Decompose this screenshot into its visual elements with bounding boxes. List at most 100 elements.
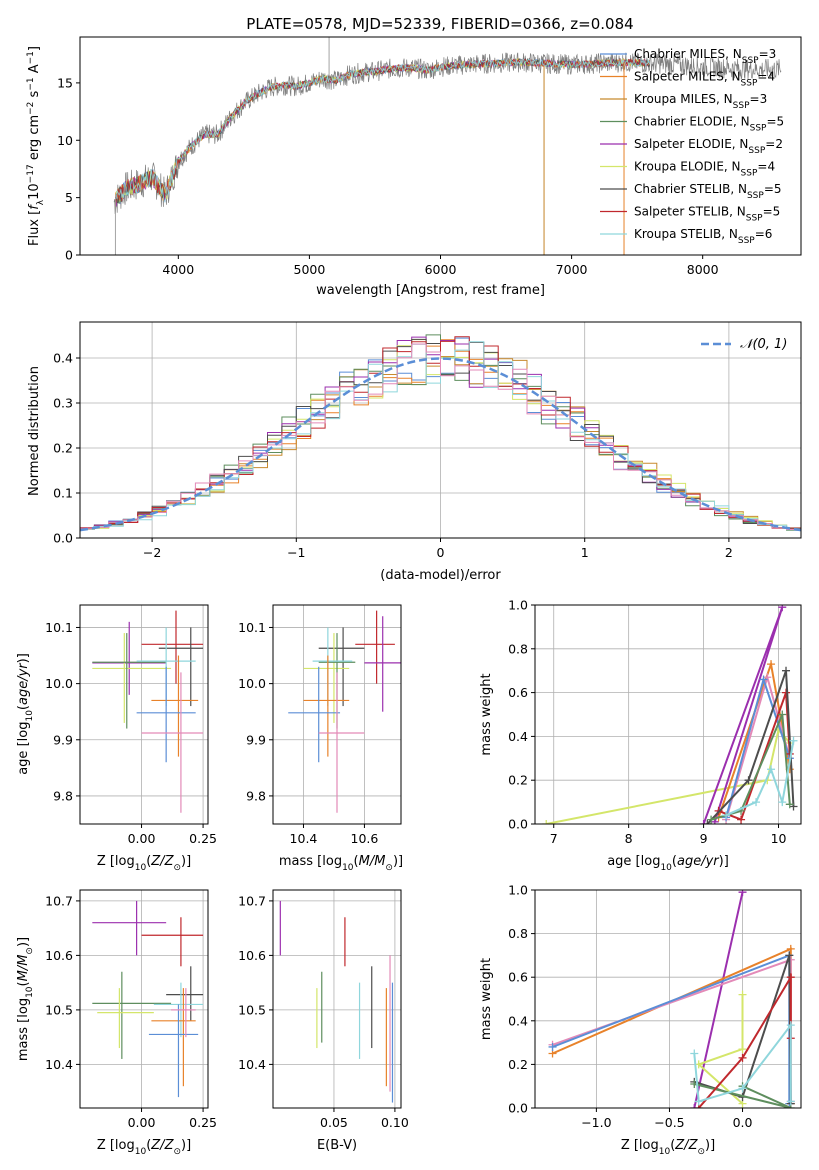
x-tick-label: 6000 <box>425 262 457 277</box>
y-axis-label: Flux [fλ10−17 erg cm−2 s−1 A−1] <box>26 46 46 246</box>
label-part: =4 <box>757 70 775 84</box>
y-tick-label: 1.0 <box>508 883 528 898</box>
label-part: SSP <box>748 146 765 156</box>
label-part: )] <box>16 937 31 947</box>
weight-marker <box>778 605 787 612</box>
y-tick-label: 10.4 <box>238 1057 266 1072</box>
label-part: ⊙ <box>697 1147 705 1157</box>
label-part: )] <box>16 653 31 663</box>
label-part: =3 <box>759 47 777 61</box>
label-part: =5 <box>763 205 781 219</box>
model-spectrum <box>115 58 650 208</box>
y-tick-label: 10.7 <box>238 893 266 908</box>
label-part: =6 <box>755 227 773 241</box>
y-axis-label: age [log10(age/yr)] <box>16 653 35 775</box>
panel-ebv_mass: 0.05 0.10 10.4 10.5 10.6 10.7 E(B-V) <box>238 889 409 1153</box>
weight-marker <box>738 1053 747 1062</box>
weight-marker <box>786 1021 795 1030</box>
x-tick-label: 4000 <box>162 262 194 277</box>
x-tick-label: 5000 <box>294 262 326 277</box>
label-part: erg cm <box>27 115 42 164</box>
x-tick-label: 10.4 <box>290 831 318 846</box>
label-part: ( <box>672 854 677 869</box>
x-axis-label: Z [log10(Z/Z⊙)] <box>621 1138 715 1157</box>
label-part: f <box>27 203 42 210</box>
x-tick-label: −0.5 <box>654 1115 684 1130</box>
label-part: ( <box>354 854 359 869</box>
weight-series <box>697 973 792 1108</box>
model-spectrum <box>115 57 650 204</box>
axes-frame <box>534 604 802 825</box>
label-part: Chabrier ELODIE, N <box>634 115 750 129</box>
x-axis-label: (data-model)/error <box>380 568 501 583</box>
y-tick-label: 0.3 <box>53 396 73 411</box>
y-tick-label: 10.0 <box>45 676 73 691</box>
label-part: M/M <box>16 955 31 982</box>
label-part: SSP <box>742 56 759 66</box>
plot-area <box>113 37 782 255</box>
y-tick-label: 0.1 <box>53 486 73 501</box>
x-tick-label: 0.00 <box>128 1115 156 1130</box>
axes: 4000 5000 6000 7000 8000 0 5 10 15 <box>57 36 802 277</box>
axes-frame <box>534 889 802 1109</box>
legend-label: Kroupa STELIB, NSSP=6 <box>634 227 772 246</box>
label-part: Kroupa STELIB, N <box>634 227 738 241</box>
panel-z_weight: −1.0 −0.5 0.0 0.0 0.2 0.4 0.6 0.8 1.0 Z [log10(Z/… <box>479 883 802 1157</box>
label-part: 10 <box>27 183 42 200</box>
label-part: SSP <box>750 124 767 134</box>
x-tick-label: 8 <box>625 831 633 846</box>
model-spectrum <box>115 57 650 203</box>
plot-area <box>288 610 401 813</box>
y-tick-label: 0.0 <box>508 1101 528 1116</box>
label-part: M/M <box>359 854 386 869</box>
label-part: −2 <box>26 102 36 115</box>
y-tick-label: 0.0 <box>508 817 528 832</box>
label-part: 10 <box>660 863 672 873</box>
label-part: Salpeter STELIB, N <box>634 205 746 219</box>
legend-label: Salpeter ELODIE, NSSP=2 <box>634 137 783 156</box>
y-axis-label: Normed distribution <box>27 366 42 496</box>
y-tick-label: 10.5 <box>238 1002 266 1017</box>
weight-marker <box>694 1097 703 1106</box>
weight-marker <box>690 1104 699 1108</box>
label-part: )] <box>705 1138 715 1153</box>
model-spectrum <box>115 57 650 210</box>
weight-marker <box>752 798 761 807</box>
label-part: SSP <box>747 191 764 201</box>
weight-marker <box>737 815 746 824</box>
label-part: 10 <box>135 863 147 873</box>
histogram-series <box>80 343 801 530</box>
label-part: =5 <box>766 115 784 129</box>
y-tick-label: 10.5 <box>45 1002 73 1017</box>
label-part: age/yr <box>677 854 720 869</box>
label-part: −1 <box>26 51 36 64</box>
axes: 0.00 0.25 10.4 10.5 10.6 10.7 <box>45 889 217 1130</box>
legend-label: Salpeter MILES, NSSP=4 <box>634 70 775 89</box>
weight-marker <box>542 820 551 824</box>
x-axis-label: mass [log10(M/M⊙)] <box>279 854 403 873</box>
label-part: Chabrier MILES, N <box>634 47 742 61</box>
x-tick-label: 10 <box>771 831 787 846</box>
weight-marker <box>690 1049 699 1058</box>
y-tick-label: 10.4 <box>45 1057 73 1072</box>
label-part: age/yr <box>16 662 31 705</box>
panel-mass_age: 10.4 10.6 9.8 9.9 10.0 10.1 mass [log10(M/M⊙)] <box>238 604 403 873</box>
label-part: ⊙ <box>385 863 393 873</box>
label-part: age [log <box>607 854 660 869</box>
x-tick-label: −2 <box>143 545 161 560</box>
x-axis-label: wavelength [Angstrom, rest frame] <box>316 283 545 298</box>
weight-marker <box>707 815 716 824</box>
label-part: SSP <box>733 101 750 111</box>
weight-marker <box>738 890 747 897</box>
label-part: ( <box>16 705 31 710</box>
weight-series <box>552 953 791 1104</box>
y-axis-label: mass weight <box>479 673 494 755</box>
label-part: ⊙ <box>25 947 35 955</box>
x-tick-label: −1.0 <box>581 1115 611 1130</box>
model-spectrum <box>115 57 650 203</box>
plot-area <box>542 605 798 824</box>
